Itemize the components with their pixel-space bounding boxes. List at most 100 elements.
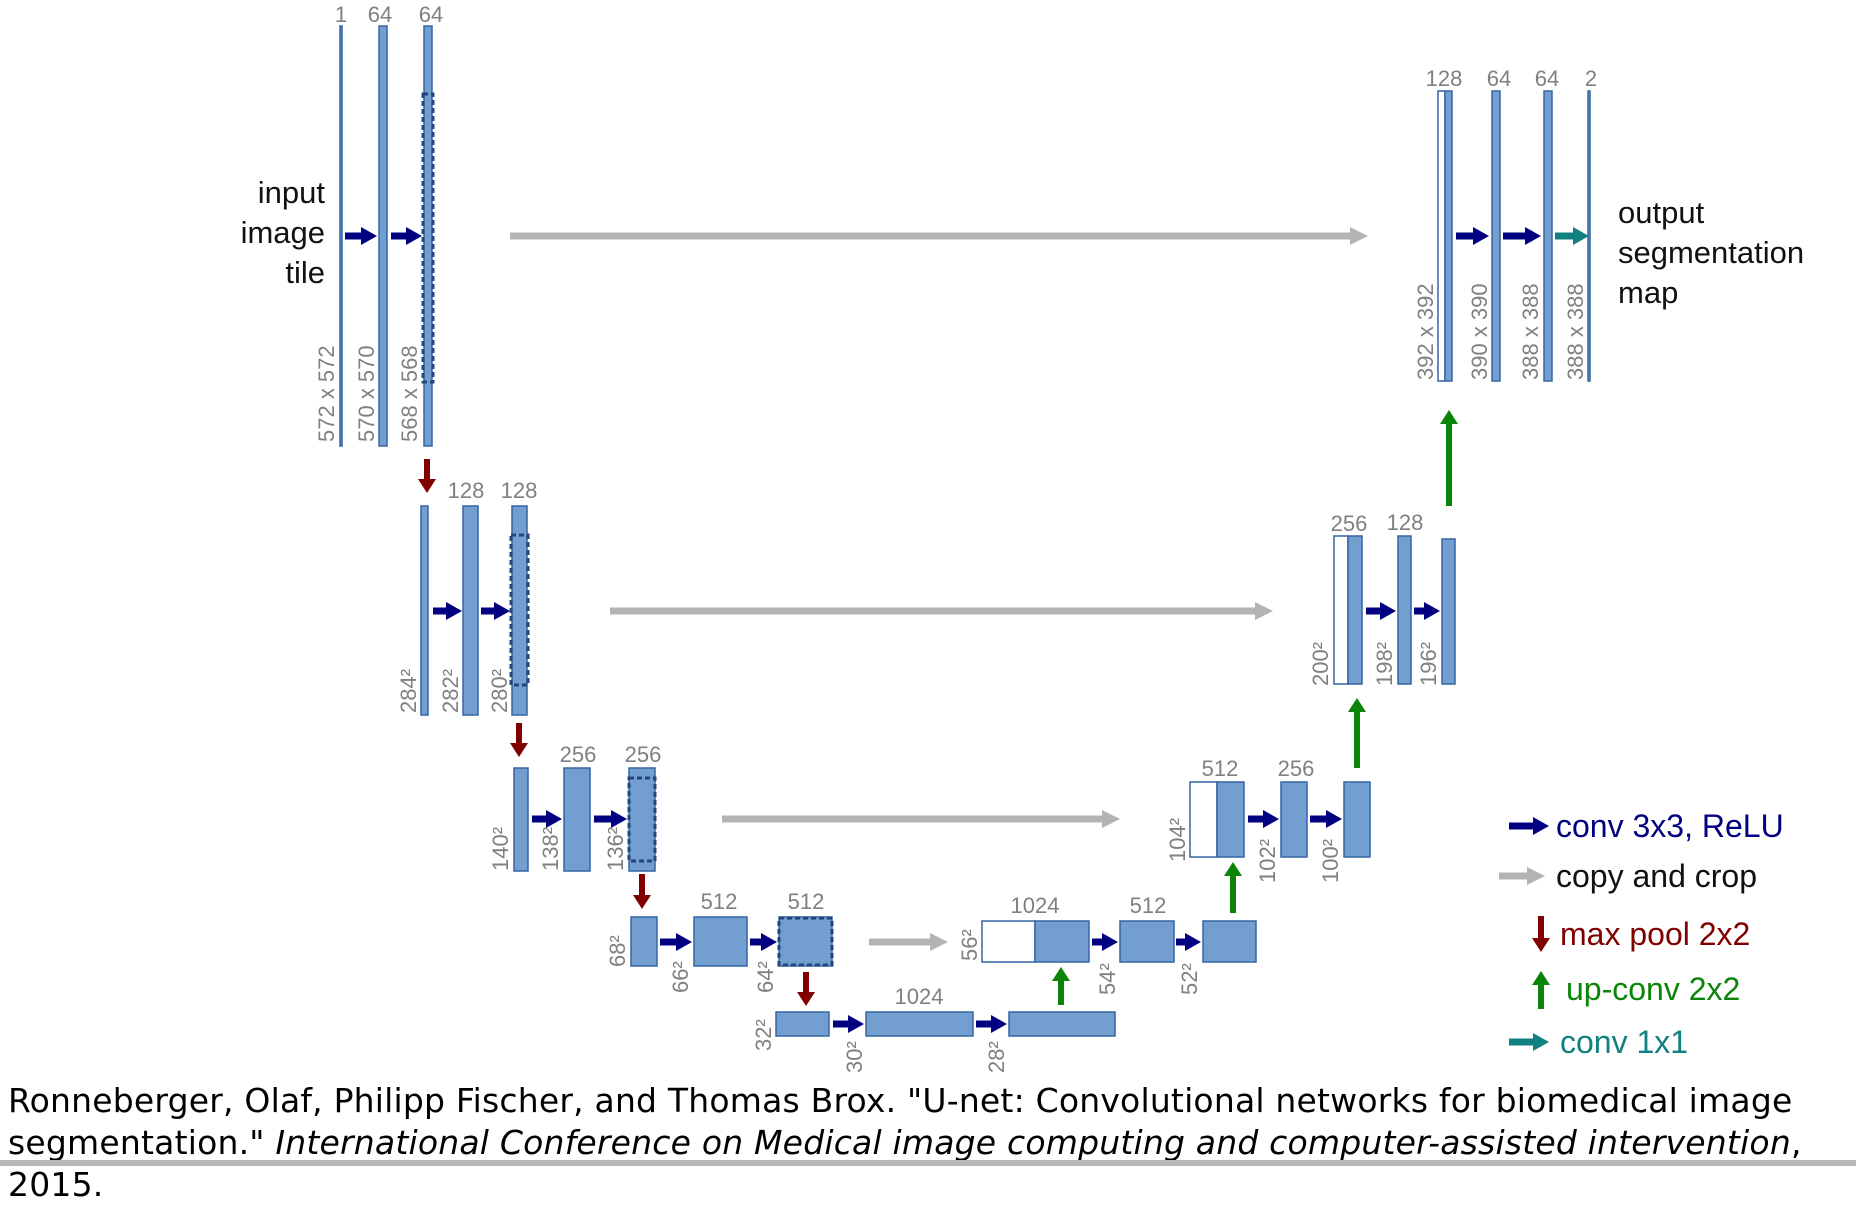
block-u4-conv1 — [1119, 920, 1175, 963]
size-label-l2-1: 282² — [438, 669, 463, 713]
legend-icon-conv1x1 — [1509, 1033, 1549, 1051]
size-label-l5-0: 32² — [751, 1019, 776, 1051]
block-u2-conv2 — [1441, 538, 1456, 685]
block-l3-conv1 — [563, 767, 591, 872]
citation: Ronneberger, Olaf, Philipp Fischer, and … — [8, 1080, 1848, 1206]
crop-region-l4 — [777, 916, 834, 967]
size-label-u3-2: 100² — [1318, 839, 1343, 883]
legend-label-conv: conv 3x3, ReLU — [1556, 808, 1784, 844]
block-u1-conv2 — [1543, 90, 1553, 382]
conv-arrow-u2-a — [1366, 602, 1396, 620]
legend-icon-pool — [1532, 916, 1550, 952]
size-label-u1-2: 388 x 388 — [1518, 283, 1543, 380]
size-label-u1-3: 388 x 388 — [1563, 283, 1588, 380]
block-l2-conv1 — [462, 505, 479, 716]
size-label-u1-1: 390 x 390 — [1467, 283, 1492, 380]
channel-label-l1-1: 64 — [368, 2, 392, 27]
size-label-u4-2: 52² — [1177, 963, 1202, 995]
copy-arrow-l4 — [869, 933, 948, 951]
conv-arrow-l5-b — [976, 1015, 1007, 1033]
output-label-line-1: segmentation — [1618, 235, 1804, 270]
copy-arrow-l3 — [722, 810, 1120, 828]
block-l5-pool — [775, 1011, 830, 1037]
legend-label-copy: copy and crop — [1556, 858, 1757, 894]
conv-arrow-u2-b — [1414, 602, 1440, 620]
legend-label-conv1x1: conv 1x1 — [1560, 1024, 1688, 1060]
legend: conv 3x3, ReLU copy and crop max pool 2x2 u… — [1556, 808, 1784, 1060]
block-u1-copied — [1437, 90, 1446, 382]
input-label-line-1: image — [241, 215, 325, 250]
upconv-arrow-l5 — [1052, 967, 1070, 1005]
legend-label-upconv: up-conv 2x2 — [1566, 971, 1740, 1007]
block-l5-conv1 — [865, 1011, 974, 1037]
size-label-l2-2: 280² — [487, 669, 512, 713]
block-u4-conv2 — [1202, 920, 1257, 963]
block-l5-conv2 — [1008, 1011, 1116, 1037]
block-l4-conv2 — [778, 916, 833, 967]
dimension-labels: 1 64 64 572 x 572 570 x 570 568 x 568 input ima… — [241, 2, 1805, 1073]
channel-label-l3-0: 256 — [560, 742, 597, 767]
size-label-l1-1: 570 x 570 — [354, 345, 379, 442]
size-label-l3-1: 138² — [538, 827, 563, 871]
block-l1-input — [339, 25, 343, 447]
block-l3-conv2 — [628, 767, 656, 872]
output-label-line-2: map — [1618, 275, 1678, 310]
block-l3-pool — [513, 767, 529, 872]
copy-arrow-l2 — [610, 602, 1273, 620]
conv-arrow-l1-b — [391, 227, 422, 245]
conv-arrow-u4-a — [1092, 933, 1118, 951]
channel-label-u3-1: 256 — [1278, 756, 1315, 781]
size-label-u4-1: 54² — [1095, 963, 1120, 995]
citation-venue: International Conference on Medical imag… — [275, 1123, 1791, 1162]
block-l1-conv1 — [378, 25, 388, 447]
channel-label-l4-1: 512 — [788, 889, 825, 914]
size-label-l4-2: 64² — [753, 961, 778, 993]
block-l4-pool — [630, 916, 658, 967]
pool-arrow-l2 — [510, 723, 528, 757]
channel-label-l1-2: 64 — [419, 2, 443, 27]
block-u2-conv1 — [1397, 535, 1412, 685]
size-label-u3-0: 104² — [1165, 818, 1190, 862]
size-label-u3-1: 102² — [1255, 839, 1280, 883]
conv-arrow-l2-b — [481, 602, 510, 620]
upconv-arrow-u4 — [1224, 862, 1242, 913]
conv-arrow-l3-a — [532, 810, 562, 828]
size-label-u1-0: 392 x 392 — [1413, 283, 1438, 380]
channel-label-l4-0: 512 — [701, 889, 738, 914]
conv-arrow-l4-b — [750, 933, 777, 951]
block-u1-conv1 — [1491, 90, 1501, 382]
input-label-line-0: input — [258, 175, 326, 210]
size-label-u2-2: 196² — [1416, 642, 1441, 686]
block-u3-conv2 — [1343, 781, 1371, 858]
conv-arrow-u1-b — [1503, 227, 1541, 245]
output-label-line-0: output — [1618, 195, 1705, 230]
block-l2-pool — [420, 505, 429, 716]
citation-text: Ronneberger, Olaf, Philipp Fischer, and … — [8, 1081, 1793, 1162]
channel-label-u1-1: 64 — [1487, 66, 1511, 91]
block-u4-copied — [981, 920, 1036, 963]
crop-region-l2 — [509, 533, 530, 687]
size-label-l4-1: 66² — [668, 961, 693, 993]
pool-arrow-l4 — [797, 972, 815, 1006]
channel-label-u4-0: 1024 — [1011, 893, 1060, 918]
block-u4-upconv — [1034, 920, 1090, 963]
conv-arrow-l5-a — [833, 1015, 864, 1033]
unet-architecture-diagram: 1 64 64 572 x 572 570 x 570 568 x 568 input ima… — [241, 2, 1805, 1073]
block-u2-copied — [1333, 535, 1349, 685]
conv-arrow-l1-a — [345, 227, 377, 245]
size-label-u4-0: 56² — [957, 929, 982, 961]
channel-label-u2-0: 256 — [1331, 511, 1368, 536]
channel-label-l2-1: 128 — [501, 478, 538, 503]
channel-label-u4-1: 512 — [1130, 893, 1167, 918]
channel-label-l5-0: 1024 — [895, 984, 944, 1009]
block-u3-copied — [1189, 781, 1218, 858]
conv-arrow-u1-a — [1456, 227, 1489, 245]
conv1x1-arrow-u1 — [1555, 227, 1589, 245]
size-label-u2-0: 200² — [1308, 642, 1333, 686]
upconv-arrow-u2 — [1440, 410, 1458, 506]
channel-label-l1-0: 1 — [335, 2, 347, 27]
size-label-l2-0: 284² — [396, 669, 421, 713]
conv-arrow-l3-b — [594, 810, 627, 828]
conv-arrow-l2-a — [433, 602, 462, 620]
size-label-l4-0: 68² — [605, 935, 630, 967]
